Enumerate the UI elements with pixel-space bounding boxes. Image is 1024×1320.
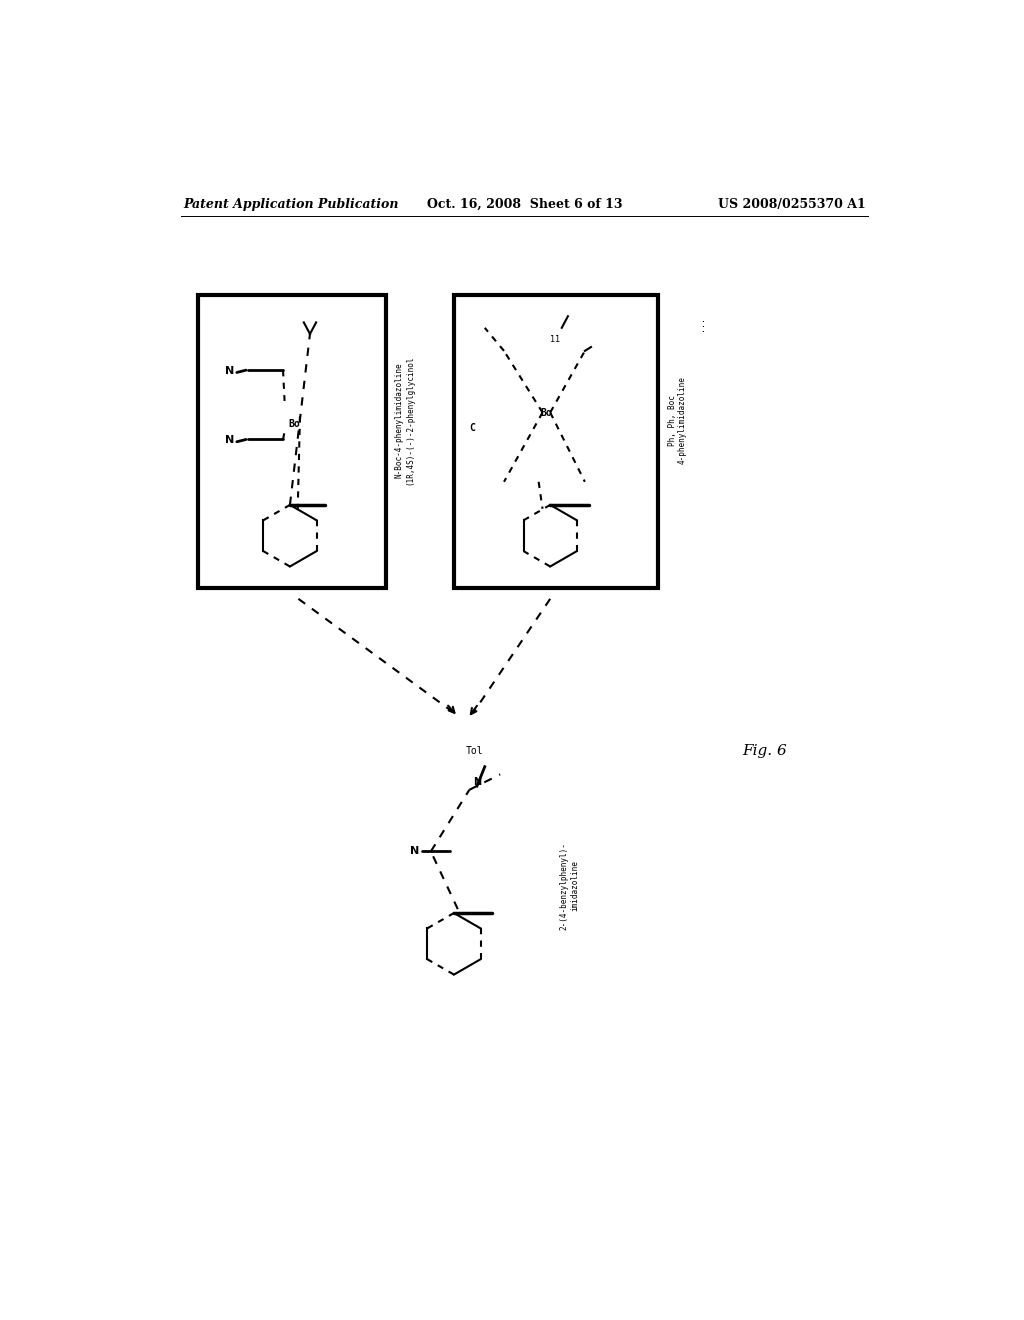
Bar — [454, 296, 658, 589]
Text: ...: ... — [696, 317, 705, 331]
Text: N: N — [225, 366, 234, 376]
Text: 2-(4-benzylphenyl)-
imidazoline: 2-(4-benzylphenyl)- imidazoline — [560, 842, 580, 931]
Bar — [198, 296, 386, 589]
Text: N-Boc-4-phenylimidazoline
(1R,4S)-(-)-2-phenylglycinol: N-Boc-4-phenylimidazoline (1R,4S)-(-)-2-… — [395, 355, 415, 484]
Text: US 2008/0255370 A1: US 2008/0255370 A1 — [718, 198, 866, 211]
Text: N: N — [473, 777, 481, 787]
Text: Tol: Tol — [466, 746, 483, 756]
Text: Patent Application Publication: Patent Application Publication — [183, 198, 398, 211]
Text: N: N — [410, 846, 419, 857]
Text: C: C — [469, 422, 475, 433]
Text: Oct. 16, 2008  Sheet 6 of 13: Oct. 16, 2008 Sheet 6 of 13 — [427, 198, 623, 211]
Text: Bo: Bo — [289, 418, 300, 429]
Text: Fig. 6: Fig. 6 — [742, 744, 787, 758]
Text: 11: 11 — [550, 335, 560, 343]
Text: N: N — [225, 436, 234, 445]
Text: Ph, Ph, Boc
4-phenylimidazoline: Ph, Ph, Boc 4-phenylimidazoline — [668, 376, 687, 465]
Text: Bo: Bo — [541, 408, 552, 417]
